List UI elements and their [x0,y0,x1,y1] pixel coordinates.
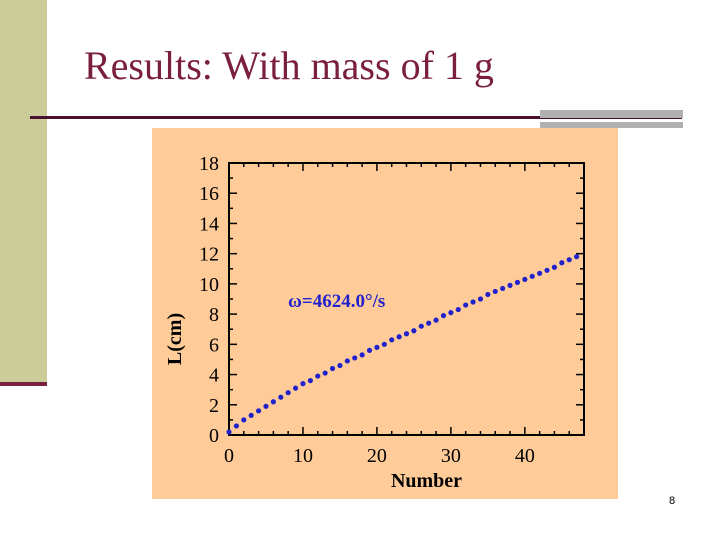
data-point [315,373,321,379]
data-point [566,257,572,263]
page-number: 8 [669,495,676,507]
x-tick-label: 0 [224,445,234,467]
data-point [514,279,521,285]
data-point [492,288,498,295]
x-tick-label: 30 [441,445,461,467]
data-point [403,331,410,337]
data-point [551,264,558,270]
data-point [344,358,350,364]
data-point [470,299,476,305]
data-point [292,385,299,391]
data-point [352,355,358,361]
annotation-label: ω=4624.0°/s [288,291,385,312]
data-point [233,423,239,429]
data-point [411,328,417,334]
data-point [366,347,373,353]
y-axis-label: L(cm) [164,313,186,365]
y-tick-label: 4 [209,365,219,387]
data-point [226,429,232,435]
data-point [285,390,291,396]
sidebar-decoration-base [0,382,47,386]
data-point [255,408,262,414]
data-point [337,362,343,369]
title-rule-accent-lower [540,122,683,128]
x-tick-label: 20 [367,445,387,467]
sidebar-decoration [0,0,47,383]
chart-svg: 0 2 4 6 8 10 12 14 16 18 0 10 20 30 40 ω=4624.0°/s Num… [152,128,618,499]
data-point [329,365,336,372]
data-point [374,344,380,350]
data-point [359,352,365,358]
data-point [263,403,269,409]
data-point [396,334,402,340]
data-point [433,317,439,323]
data-point [537,270,543,276]
data-point [500,285,506,292]
data-point [463,302,469,308]
data-point [574,254,580,260]
data-point [455,306,461,313]
x-tick-label: 40 [515,445,535,467]
data-point [440,313,447,319]
y-tick-label: 6 [209,334,219,356]
y-tick-label: 0 [209,425,219,447]
x-axis-label: Number [391,470,462,492]
data-point [270,399,276,405]
slide-title: Results: With mass of 1 g [84,43,494,88]
data-point [529,273,535,279]
data-point [248,412,254,418]
y-tick-label: 8 [209,304,219,326]
chart: 0 2 4 6 8 10 12 14 16 18 0 10 20 30 40 ω=4624.0°/s Num… [152,128,618,499]
data-point [559,260,565,266]
chart-background [152,128,618,499]
data-point [426,320,432,326]
title-rule-accent [540,110,683,118]
data-points [226,254,580,435]
data-point [485,291,491,298]
data-point [322,370,328,376]
ticks: 0 2 4 6 8 10 12 14 16 18 0 10 20 30 40 [199,153,585,467]
y-tick-label: 16 [199,183,219,205]
data-point [507,282,513,288]
data-point [448,310,454,316]
x-tick-label: 10 [293,445,313,467]
data-point [544,267,550,273]
y-tick-label: 12 [199,244,219,266]
data-point [307,378,313,384]
data-point [477,296,484,302]
data-point [381,341,387,347]
data-point [278,394,284,400]
y-tick-label: 18 [199,153,219,175]
y-tick-label: 14 [199,213,219,235]
data-point [418,323,424,329]
data-point [389,337,395,343]
y-tick-label: 2 [209,395,219,417]
title-rule [30,116,682,119]
data-point [300,381,306,387]
data-point [241,417,247,423]
data-point [522,276,528,282]
y-tick-label: 10 [199,274,219,296]
